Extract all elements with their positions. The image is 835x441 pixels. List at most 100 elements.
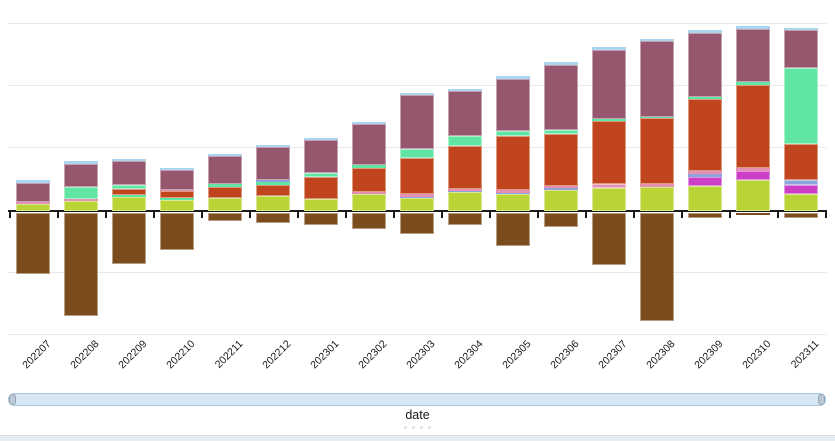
bar-segment-lime-202209[interactable] xyxy=(112,197,146,211)
bar-segment-mint-202306[interactable] xyxy=(544,129,578,134)
bar-segment-mint-202210[interactable] xyxy=(160,197,194,200)
bar-segment-mint-202305[interactable] xyxy=(496,131,530,136)
bar-segment-red-202309[interactable] xyxy=(688,99,722,171)
bar-segment-brown-202209[interactable] xyxy=(112,213,146,264)
bar-segment-pink-202308[interactable] xyxy=(640,184,674,187)
bar-segment-pink-202305[interactable] xyxy=(496,189,530,193)
bar-segment-purple-202307[interactable] xyxy=(592,49,626,119)
bar-segment-magenta-202309[interactable] xyxy=(688,176,722,186)
bar-segment-lime-202306[interactable] xyxy=(544,190,578,211)
bar-segment-red-202308[interactable] xyxy=(640,118,674,184)
bar-segment-brown-202211[interactable] xyxy=(208,213,242,221)
bar-segment-red-202301[interactable] xyxy=(304,177,338,199)
bar-segment-purple-202211[interactable] xyxy=(208,156,242,184)
bar-segment-mint-202311[interactable] xyxy=(784,68,818,144)
bar-segment-cap-202309[interactable] xyxy=(688,30,722,33)
bar-segment-pink-202210[interactable] xyxy=(160,189,194,191)
bar-segment-purple-202310[interactable] xyxy=(736,29,770,82)
bar-segment-pink-202307[interactable] xyxy=(592,183,626,188)
bar-segment-mint-202208[interactable] xyxy=(64,186,98,199)
bar-segment-red-202210[interactable] xyxy=(160,191,194,198)
bar-segment-lime-202211[interactable] xyxy=(208,197,242,211)
bar-segment-red-202304[interactable] xyxy=(448,146,482,189)
bar-segment-purple-202210[interactable] xyxy=(160,170,194,190)
bar-segment-purple-202308[interactable] xyxy=(640,41,674,117)
bar-segment-violet-202212[interactable] xyxy=(256,179,290,182)
bar-segment-pink-202208[interactable] xyxy=(64,198,98,201)
bar-segment-mint-202209[interactable] xyxy=(112,195,146,197)
bar-segment-cap-202301[interactable] xyxy=(304,137,338,140)
bar-segment-cap-202210[interactable] xyxy=(160,167,194,170)
bar-segment-cap-202211[interactable] xyxy=(208,153,242,156)
bar-segment-red-202311[interactable] xyxy=(784,144,818,180)
bar-segment-purple-202302[interactable] xyxy=(352,124,386,165)
bar-segment-brown-202301[interactable] xyxy=(304,213,338,225)
bar-segment-cap-202303[interactable] xyxy=(400,92,434,95)
bar-segment-mint-202212[interactable] xyxy=(256,181,290,185)
bar-segment-red-202209[interactable] xyxy=(112,189,146,195)
bar-segment-pink-202302[interactable] xyxy=(352,192,386,194)
bar-segment-pink-202309[interactable] xyxy=(688,170,722,174)
bar-segment-brown-202207[interactable] xyxy=(16,213,50,274)
bar-segment-mint-202209[interactable] xyxy=(112,185,146,189)
bar-segment-purple-202311[interactable] xyxy=(784,30,818,68)
bar-segment-violet-202306[interactable] xyxy=(544,188,578,190)
bar-segment-mint-202309[interactable] xyxy=(688,96,722,99)
bar-segment-brown-202305[interactable] xyxy=(496,213,530,246)
bar-segment-mint-202308[interactable] xyxy=(640,116,674,118)
bar-segment-violet-202305[interactable] xyxy=(496,192,530,194)
bar-segment-violet-202311[interactable] xyxy=(784,180,818,185)
bar-segment-red-202306[interactable] xyxy=(544,133,578,186)
bar-segment-purple-202212[interactable] xyxy=(256,147,290,180)
bar-segment-cap-202207[interactable] xyxy=(16,179,50,183)
bar-segment-magenta-202311[interactable] xyxy=(784,184,818,194)
bar-segment-cap-202209[interactable] xyxy=(112,158,146,161)
bar-segment-violet-202304[interactable] xyxy=(448,191,482,192)
scrollbar-right-handle[interactable] xyxy=(818,394,825,405)
bar-segment-mint-202310[interactable] xyxy=(736,81,770,85)
bar-segment-brown-202208[interactable] xyxy=(64,213,98,316)
bar-segment-pink-202207[interactable] xyxy=(16,202,50,204)
bar-segment-lime-202303[interactable] xyxy=(400,197,434,211)
bar-segment-brown-202308[interactable] xyxy=(640,213,674,321)
bar-segment-pink-202306[interactable] xyxy=(544,186,578,188)
bar-segment-red-202302[interactable] xyxy=(352,167,386,192)
bar-segment-cap-202306[interactable] xyxy=(544,62,578,65)
bar-segment-lime-202301[interactable] xyxy=(304,198,338,211)
bar-segment-mint-202304[interactable] xyxy=(448,136,482,146)
bar-segment-purple-202301[interactable] xyxy=(304,140,338,173)
bar-segment-cap-202212[interactable] xyxy=(256,144,290,147)
bar-segment-lime-202305[interactable] xyxy=(496,193,530,211)
bar-segment-purple-202306[interactable] xyxy=(544,64,578,130)
bar-segment-mint-202307[interactable] xyxy=(592,118,626,121)
bar-segment-purple-202309[interactable] xyxy=(688,32,722,97)
bar-segment-brown-202306[interactable] xyxy=(544,213,578,227)
bar-segment-lime-202307[interactable] xyxy=(592,187,626,211)
bar-segment-lime-202212[interactable] xyxy=(256,196,290,211)
scrollbar-left-handle[interactable] xyxy=(9,394,16,405)
drag-handle-dots[interactable] xyxy=(0,426,835,429)
bar-segment-cap-202304[interactable] xyxy=(448,88,482,91)
bar-segment-red-202310[interactable] xyxy=(736,85,770,168)
bar-segment-brown-202212[interactable] xyxy=(256,213,290,223)
bar-segment-lime-202304[interactable] xyxy=(448,192,482,211)
bar-segment-magenta-202310[interactable] xyxy=(736,170,770,180)
bar-segment-lime-202309[interactable] xyxy=(688,185,722,211)
bar-segment-purple-202209[interactable] xyxy=(112,161,146,185)
bar-segment-purple-202207[interactable] xyxy=(16,182,50,202)
bar-segment-purple-202304[interactable] xyxy=(448,91,482,136)
bar-segment-cap-202310[interactable] xyxy=(736,26,770,29)
bar-segment-brown-202303[interactable] xyxy=(400,213,434,234)
bar-segment-violet-202303[interactable] xyxy=(400,196,434,198)
bar-segment-red-202303[interactable] xyxy=(400,157,434,194)
bar-segment-purple-202305[interactable] xyxy=(496,78,530,131)
bar-segment-mint-202303[interactable] xyxy=(400,149,434,158)
bar-segment-cap-202308[interactable] xyxy=(640,38,674,41)
bar-segment-pink-202310[interactable] xyxy=(736,167,770,171)
bar-segment-red-202307[interactable] xyxy=(592,121,626,184)
bar-segment-brown-202310[interactable] xyxy=(736,213,770,215)
bar-segment-mint-202211[interactable] xyxy=(208,183,242,187)
bar-segment-pink-202303[interactable] xyxy=(400,194,434,197)
bar-segment-brown-202210[interactable] xyxy=(160,213,194,250)
bar-segment-violet-202309[interactable] xyxy=(688,173,722,177)
